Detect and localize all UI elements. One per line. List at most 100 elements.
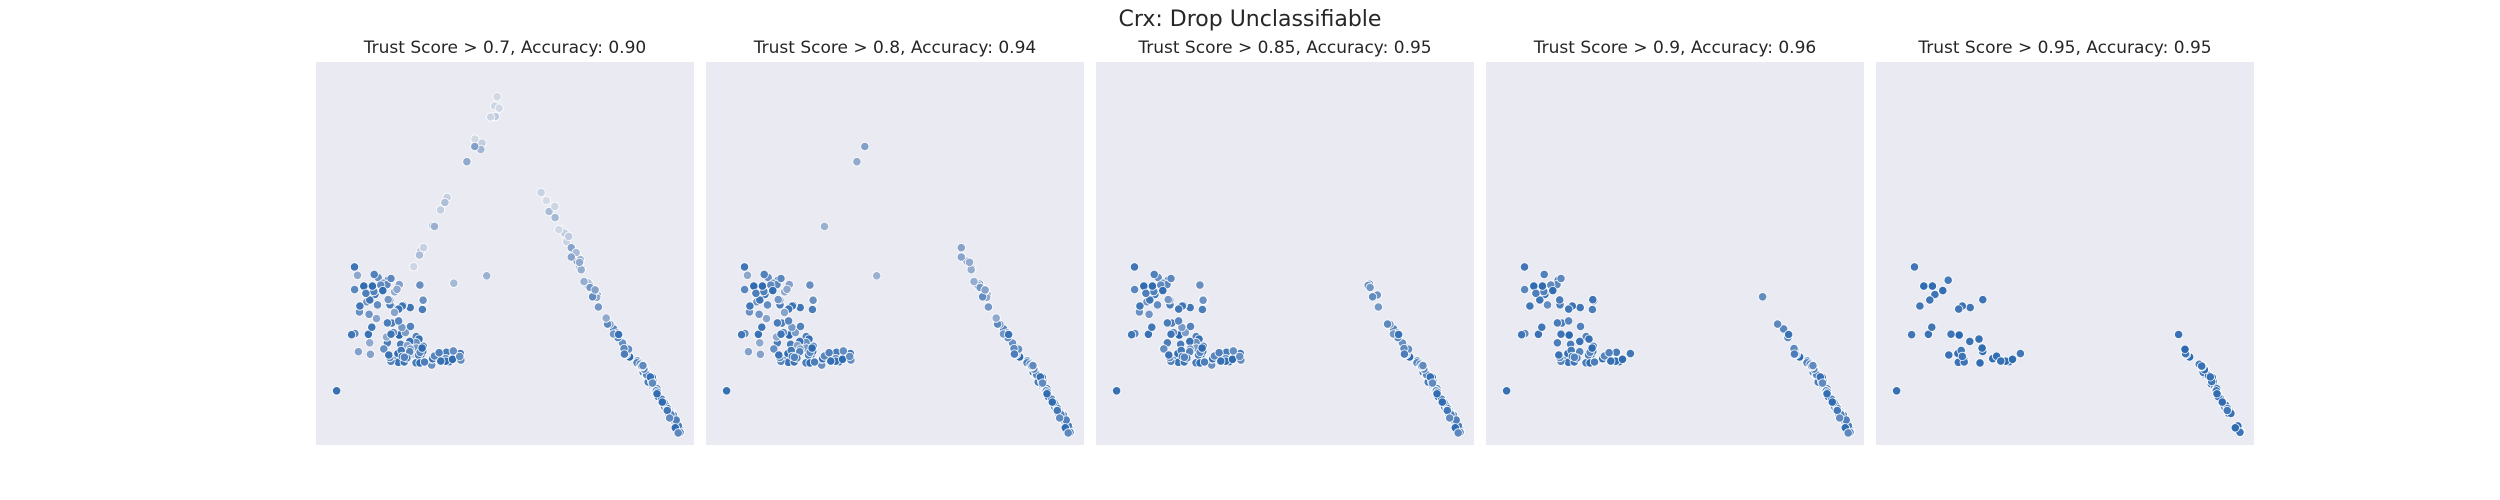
scatter-point (1625, 348, 1636, 359)
panel-title: Trust Score > 0.9, Accuracy: 0.96 (1533, 38, 1816, 58)
scatter-point (776, 273, 786, 284)
scatter-point (383, 294, 393, 305)
scatter-point (544, 206, 554, 217)
scatter-point (751, 288, 761, 298)
panel-background (1876, 62, 2254, 445)
scatter-point (1373, 302, 1384, 312)
scatter-point (361, 288, 371, 298)
scatter-point (1141, 288, 1151, 298)
scatter-point (805, 280, 815, 290)
scatter-point (1135, 301, 1145, 311)
scatter-point (1552, 338, 1563, 348)
scatter-point (1199, 357, 1210, 367)
scatter-point (808, 295, 818, 305)
scatter-point (2174, 329, 2184, 340)
scatter-point (349, 262, 360, 272)
scatter-point (1892, 386, 1902, 396)
scatter-point (364, 309, 374, 319)
scatter-point (1589, 357, 1600, 367)
scatter-point (1174, 304, 1184, 314)
scatter-point (1003, 329, 1014, 340)
scatter-point (386, 273, 396, 284)
scatter-point (1368, 292, 1378, 302)
scatter-point (435, 205, 446, 215)
scatter-point (1909, 262, 1920, 272)
scatter-point (1418, 360, 1428, 371)
scatter-point (1944, 350, 1954, 360)
scatter-point (860, 141, 870, 152)
scatter-point (409, 262, 419, 272)
scatter-panel: Trust Score > 0.8, Accuracy: 0.94 (706, 38, 1084, 445)
scatter-point (2180, 344, 2190, 354)
scatter-point (755, 338, 765, 348)
scatter-point (673, 428, 683, 438)
scatter-point (761, 313, 772, 324)
scatter-point (652, 389, 662, 399)
scatter-point (1179, 352, 1190, 362)
scatter-point (353, 347, 363, 357)
scatter-point (470, 141, 480, 152)
scatter-point (369, 269, 379, 279)
scatter-point (966, 265, 976, 275)
scatter-point (393, 316, 404, 326)
scatter-point (405, 321, 416, 331)
scatter-point (1927, 281, 1938, 291)
scatter-point (434, 348, 444, 358)
scatter-points (1502, 262, 1856, 438)
scatter-point (665, 413, 675, 423)
scatter-point (2205, 372, 2215, 382)
scatter-point (1166, 329, 1176, 339)
scatter-point (1564, 304, 1574, 314)
scatter-point (1383, 319, 1393, 329)
scatter-point (576, 265, 586, 275)
scatter-point (872, 271, 882, 281)
scatter-point (1185, 336, 1195, 346)
scatter-point (355, 301, 365, 311)
scatter-point (1228, 346, 1238, 356)
scatter-point (1564, 330, 1574, 340)
scatter-point (417, 304, 427, 315)
scatter-point (1556, 273, 1566, 284)
scatter-point (429, 221, 440, 231)
scatter-point (1112, 386, 1122, 396)
scatter-point (852, 157, 862, 167)
panel-title: Trust Score > 0.8, Accuracy: 0.94 (753, 38, 1036, 58)
scatter-point (1554, 350, 1564, 360)
scatter-point (389, 307, 400, 317)
scatter-point (1907, 330, 1917, 340)
scatter-point (1548, 285, 1558, 296)
scatter-point (449, 278, 459, 288)
scatter-point (418, 295, 428, 305)
scatter-point (956, 252, 966, 262)
scatter-panel: Trust Score > 0.7, Accuracy: 0.90 (316, 38, 694, 445)
scatter-point (1539, 269, 1549, 279)
scatter-point (783, 316, 794, 326)
scatter-point (1130, 284, 1140, 295)
scatter-point (1954, 330, 1964, 340)
scatter-point (1915, 301, 1925, 311)
scatter-point (1535, 295, 1545, 305)
scatter-point (1617, 354, 1628, 364)
scatter-point (455, 351, 465, 361)
scatter-point (418, 243, 429, 253)
scatter-point (1587, 343, 1597, 353)
panel-title: Trust Score > 0.95, Accuracy: 0.95 (1917, 38, 2211, 58)
scatter-point (541, 196, 551, 206)
scatter-point (2212, 389, 2222, 399)
scatter-point (983, 302, 994, 312)
scatter-point (1158, 285, 1168, 296)
scatter-point (1195, 280, 1205, 290)
scatter-point (1954, 304, 1964, 314)
scatter-point (980, 285, 990, 295)
scatter-point (1028, 360, 1038, 371)
scatter-point (1978, 295, 1988, 305)
scatter-point (1144, 309, 1154, 319)
scatter-point (1537, 322, 1547, 332)
scatter-point (1827, 397, 1837, 407)
scatter-points (1892, 262, 2246, 437)
scatter-point (2217, 397, 2227, 407)
scatter-point (415, 280, 425, 290)
scatter-point (721, 386, 732, 396)
scatter-point (647, 378, 658, 388)
scatter-point (779, 307, 790, 317)
